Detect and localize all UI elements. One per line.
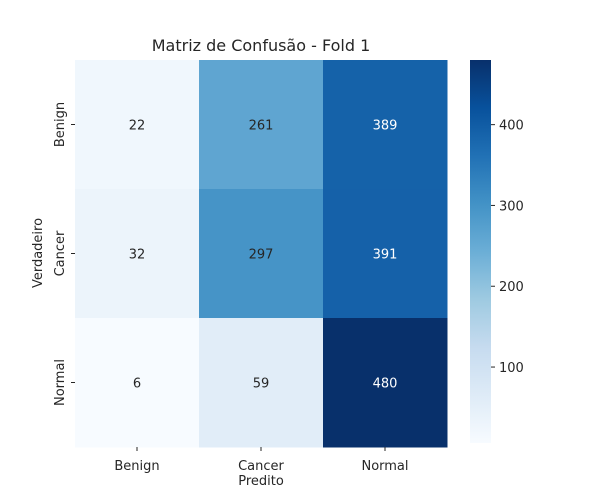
heatmap-cells xyxy=(75,60,448,448)
colorbar-tick-label: 300 xyxy=(499,199,524,214)
heatmap-cell-label: 389 xyxy=(373,119,398,134)
heatmap-cell xyxy=(75,318,200,448)
colorbar-ticks: 100 200 300 400 xyxy=(491,119,524,376)
x-tick-label: Normal xyxy=(361,459,408,474)
colorbar xyxy=(470,60,491,443)
heatmap-cell-label: 59 xyxy=(253,377,270,392)
heatmap-cell-label: 261 xyxy=(249,119,274,134)
heatmap-cell-label: 32 xyxy=(129,248,146,263)
y-tick-label: Cancer xyxy=(53,230,68,276)
colorbar-tick-label: 400 xyxy=(499,119,524,134)
heatmap-cell-label: 22 xyxy=(129,119,146,134)
colorbar-tick-label: 200 xyxy=(499,280,524,295)
x-tick-label: Benign xyxy=(114,459,159,474)
heatmap-cell xyxy=(199,189,324,319)
heatmap-cell xyxy=(75,189,200,319)
heatmap-cell xyxy=(323,189,448,319)
heatmap-cell xyxy=(199,318,324,448)
y-axis-label: Verdadeiro xyxy=(31,218,46,288)
heatmap-cell-labels: 22 261 389 32 297 391 6 59 480 xyxy=(129,119,398,392)
heatmap-cell-label: 480 xyxy=(373,377,398,392)
colorbar-tick-label: 100 xyxy=(499,361,524,376)
y-tick-label: Normal xyxy=(53,359,68,406)
heatmap-cell-label: 297 xyxy=(249,248,274,263)
x-tick-label: Cancer xyxy=(238,459,284,474)
x-axis-label: Predito xyxy=(238,474,284,489)
heatmap-cell xyxy=(323,318,448,448)
heatmap-cell-label: 6 xyxy=(133,377,141,392)
heatmap-cell xyxy=(323,60,448,190)
heatmap-cell xyxy=(75,60,200,190)
chart-title: Matriz de Confusão - Fold 1 xyxy=(152,36,371,55)
y-tick-label: Benign xyxy=(53,102,68,147)
x-axis-ticks: Benign Cancer Normal xyxy=(114,447,409,474)
heatmap-cell xyxy=(199,60,324,190)
heatmap-cell-label: 391 xyxy=(373,248,398,263)
y-axis-ticks: Benign Cancer Normal xyxy=(53,102,75,406)
